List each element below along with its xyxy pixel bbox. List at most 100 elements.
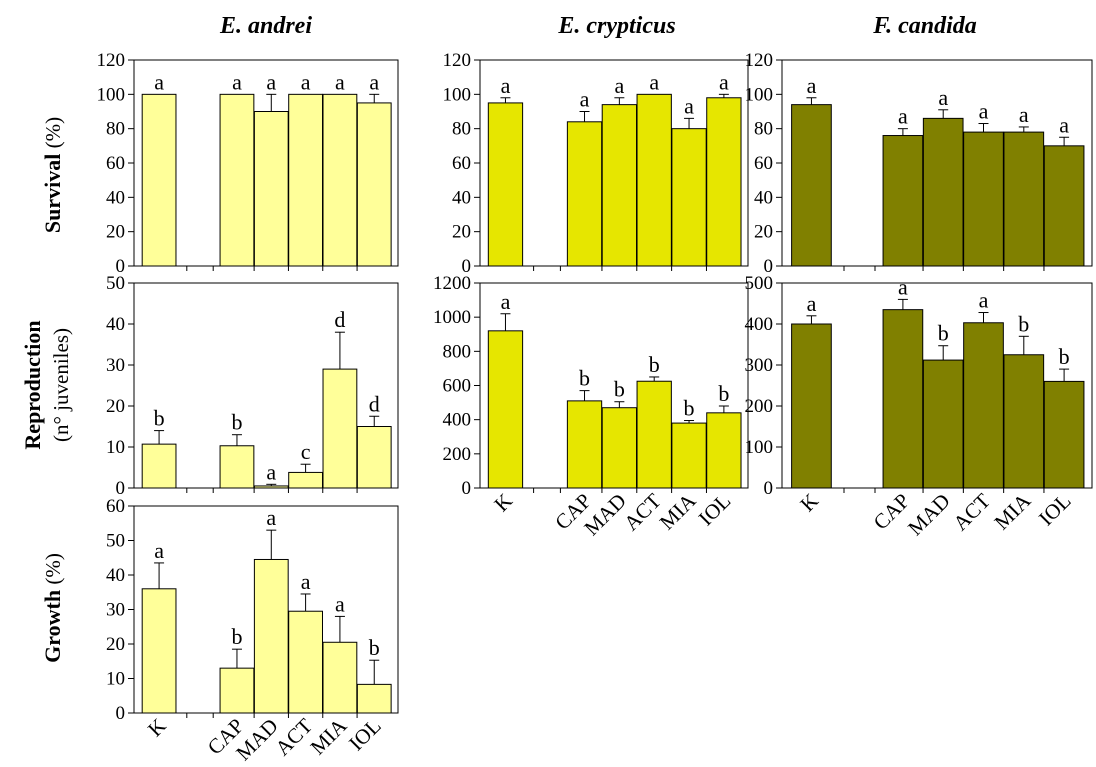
x-tick-label-IOL: IOL	[1034, 489, 1076, 531]
significance-letter-CAP: b	[231, 410, 242, 435]
y-tick-label: 0	[116, 256, 126, 277]
y-tick-label: 30	[106, 355, 125, 376]
significance-letter-ACT: a	[649, 69, 659, 94]
x-tick-label-IOL: IOL	[694, 489, 736, 531]
bar-CAP	[882, 309, 924, 489]
bar-CAP	[566, 400, 603, 489]
y-tick-label: 40	[106, 314, 125, 335]
significance-letter-MAD: a	[938, 85, 948, 110]
x-tick-label-ACT: ACT	[948, 488, 995, 535]
significance-letter-IOL: a	[369, 69, 379, 94]
x-tick-label-IOL: IOL	[344, 714, 386, 756]
svg-text:Growth (%): Growth (%)	[40, 553, 65, 663]
y-tick-label: 20	[106, 634, 125, 655]
column-title-andrei: E. andrei	[219, 13, 312, 39]
row-label-survival-unit: (%)	[41, 117, 65, 154]
bar-K	[791, 323, 832, 489]
bar-CAP	[219, 93, 255, 267]
bar-MAD	[253, 111, 289, 267]
y-tick-label: 20	[452, 222, 471, 243]
y-tick-label: 100	[745, 437, 774, 458]
bar-MIA	[322, 368, 358, 489]
significance-letter-IOL: a	[1059, 112, 1069, 137]
x-tick-label-K: K	[143, 714, 171, 742]
bar-ACT	[636, 380, 672, 489]
column-title-crypticus: E. crypticus	[557, 13, 675, 39]
row-label-growth-unit: (%)	[41, 553, 65, 590]
y-tick-label: 800	[443, 341, 472, 362]
bar-K	[487, 102, 524, 267]
y-tick-label: 600	[443, 376, 472, 397]
bar-CAP	[882, 135, 924, 267]
significance-letter-ACT: a	[979, 288, 989, 313]
y-tick-label: 40	[106, 187, 125, 208]
bar-ACT	[288, 471, 323, 489]
svg-text:Survival (%): Survival (%)	[40, 117, 65, 233]
bar-MIA	[322, 641, 358, 714]
y-tick-label: 80	[754, 119, 773, 140]
significance-letter-K: b	[154, 406, 165, 431]
y-tick-label: 40	[754, 187, 773, 208]
x-tick-label-K: K	[795, 489, 823, 517]
y-tick-label: 100	[443, 84, 472, 105]
significance-letter-K: a	[154, 538, 164, 563]
significance-letter-MAD: b	[938, 321, 949, 346]
significance-letter-CAP: a	[898, 274, 908, 299]
bar-MIA	[1003, 354, 1045, 489]
significance-letter-CAP: a	[232, 69, 242, 94]
panel-candida-survival: 0 20 40 60 80 100 120 a a a a a a	[745, 50, 1093, 277]
significance-letter-MAD: a	[266, 69, 276, 94]
y-tick-label: 100	[97, 84, 126, 105]
x-tick-label-MIA: MIA	[655, 488, 701, 534]
significance-letter-ACT: a	[301, 69, 311, 94]
significance-letter-MIA: b	[684, 396, 695, 421]
significance-letter-MIA: d	[334, 307, 345, 332]
y-tick-label: 30	[106, 600, 125, 621]
significance-letter-K: a	[807, 291, 817, 316]
significance-letter-MAD: a	[614, 73, 624, 98]
bar-CAP	[219, 667, 255, 714]
significance-letter-IOL: a	[719, 69, 729, 94]
significance-letter-MIA: b	[1018, 311, 1029, 336]
y-tick-label: 50	[106, 273, 125, 294]
y-tick-label: 500	[745, 273, 774, 294]
bar-MAD	[253, 558, 289, 714]
significance-letter-MAD: a	[266, 459, 276, 484]
bar-MAD	[922, 359, 964, 489]
x-tick-label-K: K	[489, 489, 517, 517]
y-tick-label: 50	[106, 531, 125, 552]
y-tick-label: 60	[106, 153, 125, 174]
significance-letter-ACT: a	[979, 99, 989, 124]
y-tick-label: 1000	[433, 307, 471, 328]
row-label-reproduction: Reproduction (n° juveniles)	[20, 320, 73, 449]
y-tick-label: 0	[764, 478, 774, 499]
significance-letter-IOL: b	[1059, 344, 1070, 369]
bar-MIA	[671, 128, 707, 267]
bar-MAD	[601, 407, 638, 489]
bar-IOL	[1043, 145, 1085, 267]
bar-IOL	[1043, 380, 1085, 489]
y-tick-label: 120	[745, 50, 774, 71]
significance-letter-K: a	[807, 73, 817, 98]
y-tick-label: 20	[106, 222, 125, 243]
significance-letter-IOL: b	[718, 381, 729, 406]
y-tick-label: 400	[745, 314, 774, 335]
x-tick-label-MIA: MIA	[989, 488, 1035, 534]
column-title-candida: F. candida	[872, 13, 977, 39]
y-tick-label: 1200	[433, 273, 471, 294]
significance-letter-ACT: c	[301, 439, 311, 464]
bar-K	[141, 588, 177, 714]
y-tick-label: 60	[106, 496, 125, 517]
significance-letter-CAP: b	[579, 366, 590, 391]
y-tick-label: 100	[745, 84, 774, 105]
y-tick-label: 80	[452, 119, 471, 140]
significance-letter-IOL: d	[369, 391, 380, 416]
significance-letter-ACT: b	[649, 352, 660, 377]
panel-crypticus-reproduction: 020040060080010001200aKbCAPbMADbACTbMIAb…	[433, 273, 749, 540]
y-tick-label: 20	[754, 222, 773, 243]
significance-letter-MAD: b	[614, 377, 625, 402]
